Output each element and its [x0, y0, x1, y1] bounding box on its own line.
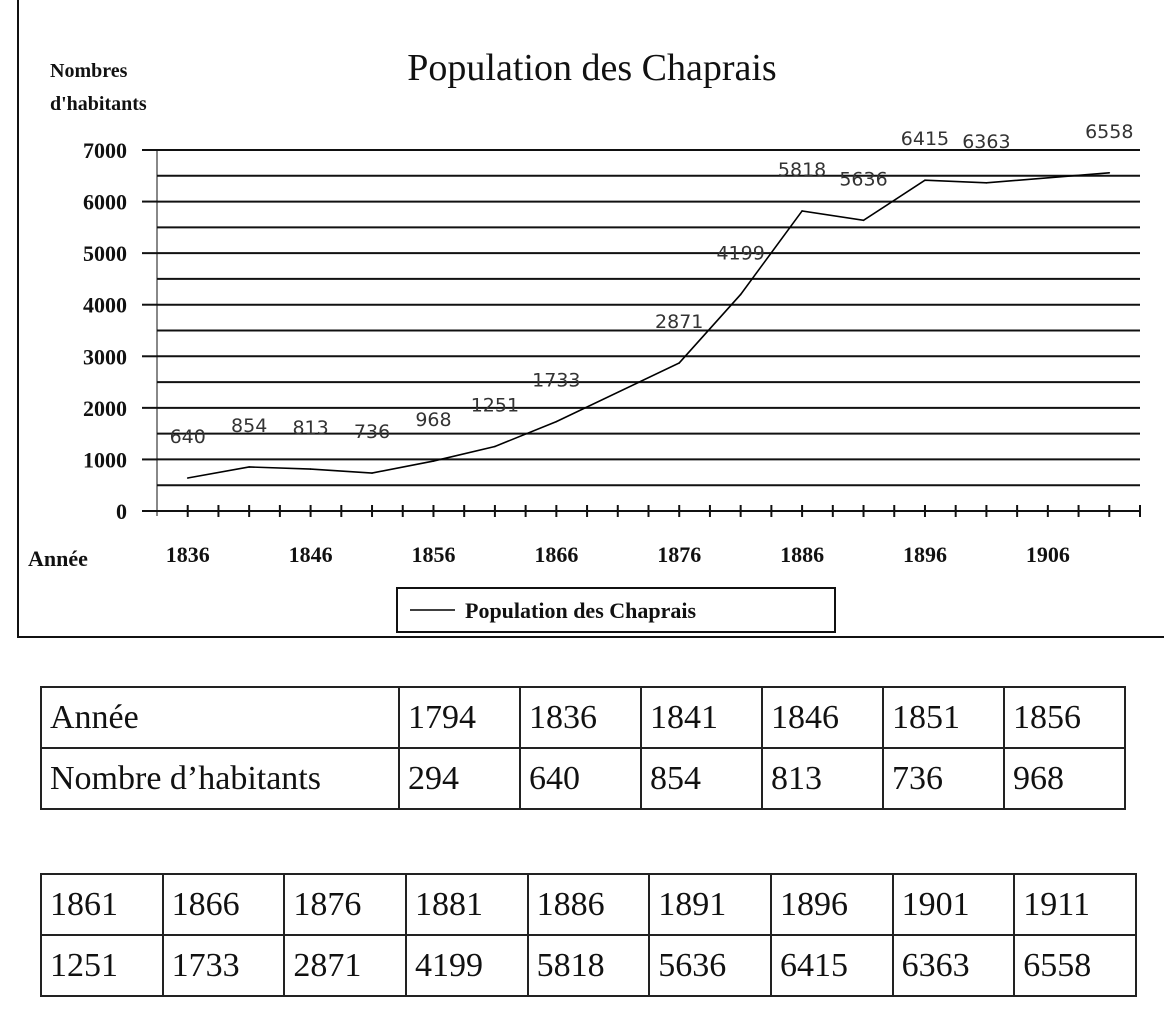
- table-cell: 6558: [1013, 934, 1137, 997]
- table-cell: 1881: [404, 873, 529, 936]
- data-label: 1733: [532, 370, 580, 392]
- table-cell: 1794: [398, 686, 521, 749]
- table-cell: 640: [519, 747, 642, 810]
- data-label: 5636: [839, 168, 887, 190]
- table-cell: Nombre d’habitants: [40, 747, 400, 810]
- series-line: [187, 171, 1110, 479]
- table-cell: 6415: [769, 934, 894, 997]
- legend-box: [396, 587, 836, 633]
- data-label: 813: [292, 417, 328, 439]
- table-cell: 2871: [283, 934, 407, 997]
- data-label: 854: [231, 415, 267, 437]
- table-cell: 1841: [640, 686, 763, 749]
- data-point: [678, 362, 681, 364]
- table-cell: 1896: [769, 873, 894, 936]
- data-label: 6558: [1085, 121, 1133, 143]
- y-tick-label: 3000: [83, 344, 127, 369]
- table-cell: 5636: [648, 934, 772, 997]
- table-cell: 1251: [40, 934, 164, 997]
- table-cell: 1733: [161, 934, 286, 997]
- table-cell: 813: [761, 747, 884, 810]
- y-tick-label: 7000: [83, 138, 127, 163]
- table-cell: 736: [882, 747, 1005, 810]
- table-population-2: 1861 1866 1876 1881 1886 1891 1896 1901 1911 1251…: [40, 873, 1137, 997]
- data-point: [924, 179, 926, 181]
- data-point: [739, 293, 742, 296]
- data-label: 2871: [655, 311, 703, 333]
- table-population-1: Année 1794 1836 1841 1846 1851 1856 Nombre d’ha…: [40, 686, 1126, 810]
- population-chart: Population des Chaprais Nombres d'habita…: [17, 0, 1164, 638]
- x-tick-label: 1896: [903, 542, 947, 567]
- table-row: Année 1794 1836 1841 1846 1851 1856: [40, 686, 1126, 749]
- data-label: 6363: [962, 131, 1010, 153]
- table-cell: 6363: [891, 934, 1016, 997]
- table-cell: 1866: [161, 873, 286, 936]
- y-tick-label: 4000: [83, 293, 127, 318]
- legend: Population des Chaprais: [396, 587, 836, 633]
- x-tick-label: 1856: [411, 542, 455, 567]
- x-tick-label: 1836: [166, 542, 210, 567]
- x-axis-label: Année: [28, 546, 88, 571]
- y-tick-label: 1000: [83, 447, 127, 472]
- table-cell: 1891: [648, 873, 772, 936]
- x-tick-label: 1886: [780, 542, 824, 567]
- x-tick-label: 1876: [657, 542, 701, 567]
- y-tick-label: 5000: [83, 241, 127, 266]
- table-cell: 294: [398, 747, 521, 810]
- table-cell: 1836: [519, 686, 642, 749]
- table-cell: 1851: [882, 686, 1005, 749]
- y-tick-label: 6000: [83, 190, 127, 215]
- table-cell: 968: [1003, 747, 1126, 810]
- table-row: 1861 1866 1876 1881 1886 1891 1896 1901 1911: [40, 873, 1137, 936]
- data-point: [985, 182, 988, 184]
- data-point: [248, 466, 250, 468]
- chart-title: Population des Chaprais: [407, 47, 776, 89]
- table-cell: Année: [40, 686, 400, 749]
- y-tick-label: 0: [116, 499, 127, 524]
- table-cell: 5818: [526, 934, 651, 997]
- data-point: [371, 472, 373, 474]
- data-label: 5818: [778, 159, 826, 181]
- table-cell: 1886: [526, 873, 651, 936]
- table-cell: 1901: [891, 873, 1016, 936]
- data-point: [1108, 171, 1111, 174]
- data-label: 4199: [716, 242, 764, 264]
- data-label: 968: [415, 409, 451, 431]
- table-cell: 1861: [40, 873, 164, 936]
- table-cell: 1846: [761, 686, 884, 749]
- y-axis-label-line2: d'habitants: [50, 93, 147, 115]
- data-point: [494, 445, 496, 448]
- table-cell: 854: [640, 747, 763, 810]
- data-label: 1251: [471, 394, 519, 416]
- data-point: [186, 477, 189, 479]
- data-label: 6415: [901, 128, 949, 150]
- table-cell: 1911: [1013, 873, 1137, 936]
- table-cell: 4199: [404, 934, 529, 997]
- data-point: [432, 460, 435, 462]
- x-tick-label: 1866: [534, 542, 578, 567]
- data-point: [801, 210, 803, 212]
- x-tick-label: 1846: [289, 542, 333, 567]
- data-point: [555, 420, 558, 423]
- legend-label: Population des Chaprais: [465, 598, 696, 623]
- data-point: [309, 468, 312, 470]
- y-axis-label-line1: Nombres: [50, 60, 128, 82]
- chart-frame: [17, 0, 1164, 638]
- table-cell: 1856: [1003, 686, 1126, 749]
- x-tick-label: 1906: [1026, 542, 1070, 567]
- data-label: 640: [170, 426, 206, 448]
- table-row: 1251 1733 2871 4199 5818 5636 6415 6363 6558: [40, 934, 1137, 997]
- y-tick-label: 2000: [83, 396, 127, 421]
- data-point: [862, 219, 865, 222]
- table-row: Nombre d’habitants 294 640 854 813 736 968: [40, 747, 1126, 810]
- table-cell: 1876: [283, 873, 407, 936]
- data-label: 736: [354, 421, 390, 443]
